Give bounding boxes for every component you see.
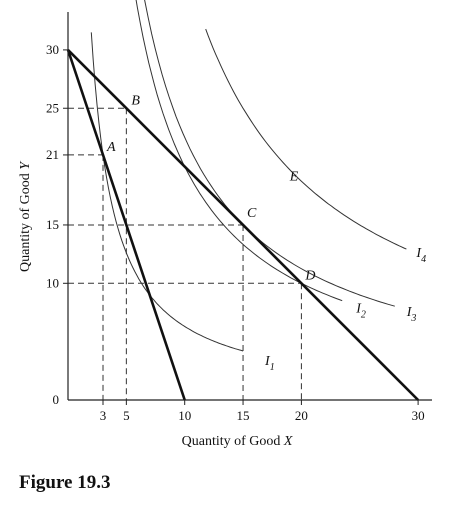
axes: 3 5 10 15 20 30 0 10 15 21 25 30 Quantity of Good X Q… <box>18 12 432 449</box>
y-tick-label: 21 <box>46 147 59 162</box>
point-label-c: C <box>247 206 257 221</box>
y-tick-label: 15 <box>46 217 59 232</box>
indifference-curve-2 <box>135 0 343 302</box>
y-tick-label: 10 <box>46 275 59 290</box>
y-tick-label: 30 <box>46 42 59 57</box>
indifference-curve-label: I3 <box>406 305 417 324</box>
x-tick-label: 5 <box>123 408 130 423</box>
region-label-e: E <box>289 170 299 185</box>
indifference-curve-label: I2 <box>355 302 366 321</box>
x-axis-title: Quantity of Good X <box>182 434 293 449</box>
budget-line-1 <box>66 49 186 401</box>
budget-line-2 <box>67 48 420 401</box>
indifference-curve-3 <box>144 0 395 307</box>
point-label-d: D <box>304 268 315 283</box>
y-tick-label: 25 <box>46 100 59 115</box>
point-label-a: A <box>106 140 116 155</box>
indifference-curves: I1 I2 I3 I4 <box>90 0 426 373</box>
x-tick-label: 10 <box>178 408 191 423</box>
indifference-curve-1 <box>90 32 244 352</box>
x-tick-label: 3 <box>100 408 107 423</box>
labels: A B C D E <box>106 93 316 283</box>
x-tick-label: 15 <box>237 408 250 423</box>
x-tick-label: 20 <box>295 408 308 423</box>
y-axis-title: Quantity of Good Y <box>18 160 33 272</box>
figure-caption: Figure 19.3 <box>19 472 111 493</box>
guide-lines <box>68 107 302 400</box>
indifference-curve-4 <box>205 28 407 250</box>
y-tick-label: 0 <box>53 392 60 407</box>
indifference-curve-label: I1 <box>264 354 275 373</box>
point-label-b: B <box>131 93 140 108</box>
budget-lines <box>66 48 420 401</box>
indifference-curve-label: I4 <box>415 246 426 265</box>
x-tick-label: 30 <box>412 408 425 423</box>
